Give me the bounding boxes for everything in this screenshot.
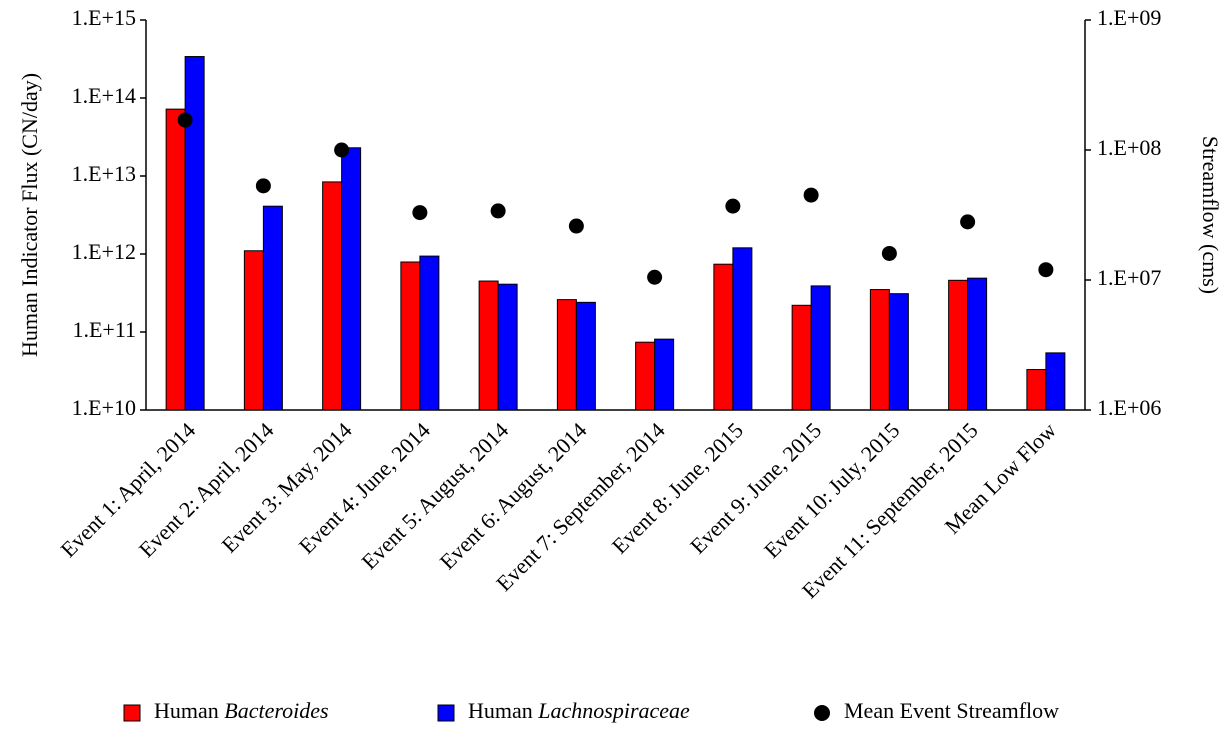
streamflow-point — [881, 245, 897, 261]
y2-tick-label: 1.E+08 — [1097, 135, 1161, 160]
streamflow-point — [647, 269, 663, 285]
x-tick-label: Event 10: July, 2015 — [759, 417, 904, 562]
y2-tick-label: 1.E+06 — [1097, 395, 1161, 420]
bar — [732, 247, 753, 411]
streamflow-point — [177, 112, 193, 128]
legend-swatch — [437, 704, 455, 722]
bar — [478, 280, 499, 411]
legend-label: Human Lachnospiraceae — [468, 698, 690, 723]
bar — [1026, 369, 1047, 411]
streamflow-point — [490, 203, 506, 219]
bar — [635, 341, 656, 411]
x-tick-label: Event 6: August, 2014 — [435, 417, 592, 574]
bar — [341, 147, 362, 411]
y2-tick-label: 1.E+09 — [1097, 5, 1161, 30]
bar — [791, 304, 812, 411]
x-tick-label: Event 4: June, 2014 — [294, 417, 435, 558]
legend-label: Human Bacteroides — [154, 698, 329, 723]
x-tick-label: Event 2: April, 2014 — [134, 417, 279, 562]
bar — [497, 283, 518, 411]
streamflow-point — [803, 187, 819, 203]
x-tick-label: Event 8: June, 2015 — [607, 417, 748, 558]
streamflow-point — [412, 205, 428, 221]
bar — [400, 261, 421, 411]
bar — [810, 285, 831, 411]
bar — [948, 279, 969, 411]
x-tick-label: Event 1: April, 2014 — [56, 417, 201, 562]
bar — [184, 56, 205, 411]
bar — [1045, 352, 1066, 411]
legend-label: Mean Event Streamflow — [844, 698, 1059, 723]
x-tick-label: Event 5: August, 2014 — [356, 417, 513, 574]
bar — [654, 338, 675, 411]
bar — [419, 255, 440, 411]
bar — [165, 108, 186, 411]
legend-swatch — [123, 704, 141, 722]
y-tick-label: 1.E+14 — [72, 83, 136, 108]
legend-swatch — [814, 705, 830, 721]
bar — [869, 289, 890, 411]
bar — [967, 277, 988, 411]
y-tick-label: 1.E+12 — [72, 239, 136, 264]
x-tick-label: Event 3: May, 2014 — [216, 417, 356, 557]
streamflow-point — [334, 142, 350, 158]
y-tick-label: 1.E+10 — [72, 395, 136, 420]
bar — [556, 299, 577, 411]
bar — [575, 301, 596, 411]
y-tick-label: 1.E+15 — [72, 5, 136, 30]
streamflow-point — [255, 178, 271, 194]
streamflow-point — [1038, 262, 1054, 278]
y-tick-label: 1.E+13 — [72, 161, 136, 186]
bar — [888, 293, 909, 411]
bar — [262, 205, 283, 411]
y-tick-label: 1.E+11 — [72, 317, 136, 342]
bar — [243, 250, 264, 411]
y2-axis-label: Streamflow (cms) — [1198, 136, 1223, 294]
x-tick-label: Event 9: June, 2015 — [685, 417, 826, 558]
bar — [322, 181, 343, 411]
bar — [713, 263, 734, 411]
streamflow-point — [568, 218, 584, 234]
streamflow-point — [725, 198, 741, 214]
streamflow-point — [960, 214, 976, 230]
y-axis-label: Human Indicator Flux (CN/day) — [17, 73, 42, 357]
y2-tick-label: 1.E+07 — [1097, 265, 1161, 290]
